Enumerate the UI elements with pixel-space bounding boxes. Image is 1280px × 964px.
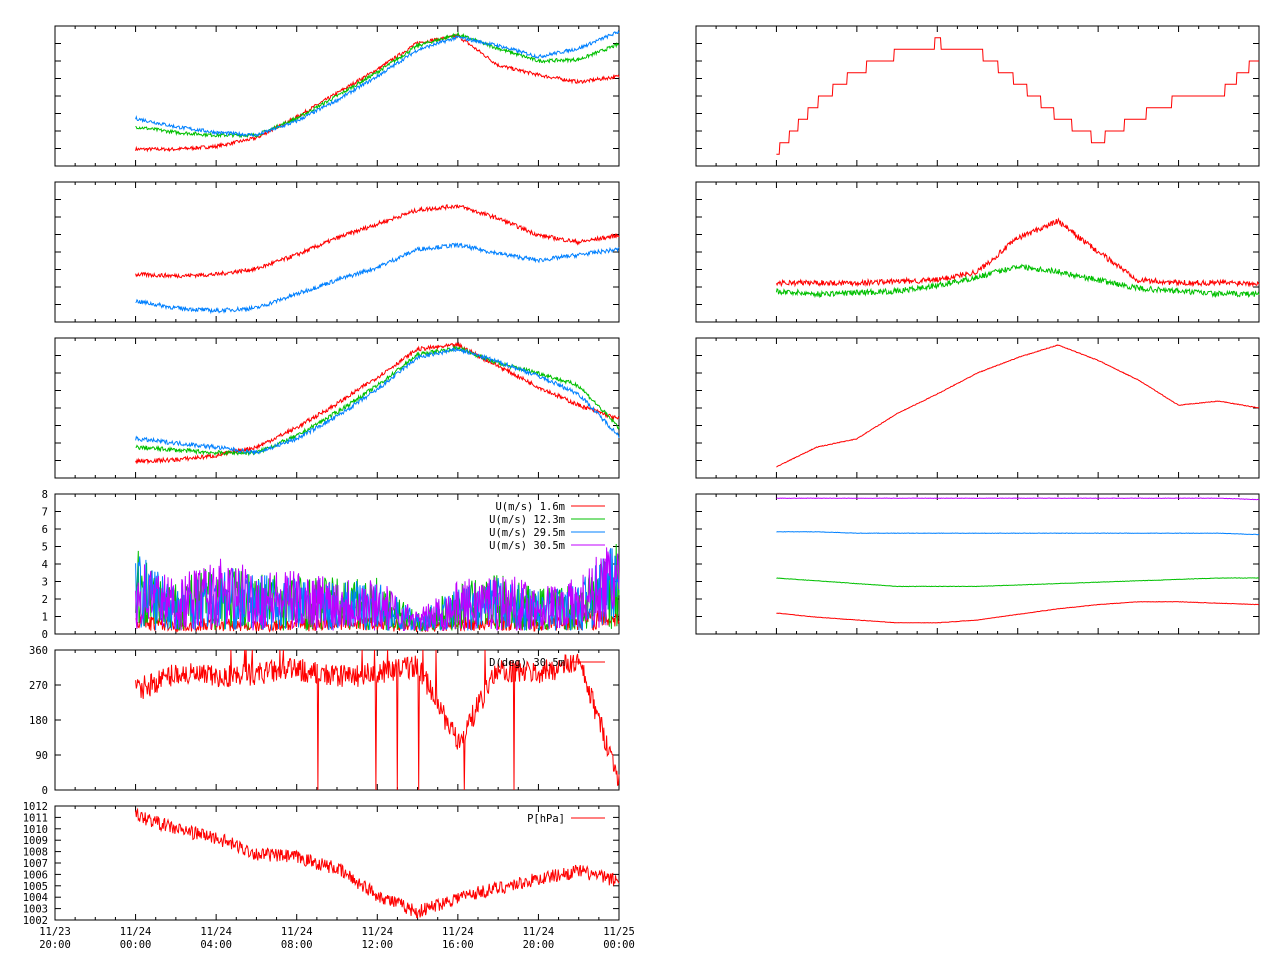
x-tick-label: 11/25 xyxy=(603,926,635,938)
y-tick-label: 1011 xyxy=(23,812,48,824)
panel-wind-dir: 0 90 180 270 360 D(deg) 30.5m xyxy=(29,645,620,797)
y-tick-label: 180 xyxy=(29,715,48,727)
x-tick-label: 11/24 xyxy=(523,926,555,938)
y-tick-label: 0 xyxy=(42,785,48,797)
legend-entry: U(m/s) 29.5m xyxy=(489,527,565,539)
y-tick-label: 1009 xyxy=(23,835,48,847)
legend-entry: U(m/s) 1.6m xyxy=(495,501,565,513)
x-tick-label: 12:00 xyxy=(361,939,393,951)
panel-wind-speed: 0 1 2 3 4 5 6 7 8 U(m/s) 1.6mU(m/s) 12.3mU(m/s) 2… xyxy=(42,489,620,641)
series-line-1 xyxy=(135,341,620,465)
series-line-2 xyxy=(775,263,1260,299)
series-line-2 xyxy=(135,242,620,315)
series-line-3 xyxy=(135,30,620,138)
panel-smooth-right xyxy=(695,337,1260,479)
series-line-1 xyxy=(776,37,1259,155)
series-line-3 xyxy=(135,346,620,455)
x-tick-label: 11/24 xyxy=(281,926,313,938)
y-tick-label: 1 xyxy=(42,612,48,624)
y-tick-label: 1003 xyxy=(23,904,48,916)
panel-temp-left xyxy=(54,25,620,167)
x-tick-label: 08:00 xyxy=(281,939,313,951)
plot-frame xyxy=(695,181,1260,323)
panel-radiation-right xyxy=(695,25,1260,167)
y-tick-label: 1002 xyxy=(23,915,48,927)
x-tick-label: 11/23 xyxy=(39,926,71,938)
panel-temp2-left xyxy=(54,337,620,479)
series-line-1 xyxy=(776,497,1260,501)
x-tick-label: 20:00 xyxy=(523,939,555,951)
x-tick-label: 11/24 xyxy=(120,926,152,938)
x-tick-label: 11/24 xyxy=(200,926,232,938)
panel-pressure: 1002100310041005100610071008100910101011… xyxy=(23,801,635,951)
y-tick-label: 0 xyxy=(42,629,48,641)
panel-hum-left xyxy=(54,181,620,323)
series-line-2 xyxy=(135,345,620,457)
x-tick-label: 20:00 xyxy=(39,939,71,951)
series-line-2 xyxy=(135,31,620,139)
series-line-3 xyxy=(135,548,620,632)
y-tick-label: 1008 xyxy=(23,847,48,859)
y-tick-label: 1010 xyxy=(23,824,48,836)
y-tick-label: 360 xyxy=(29,645,48,657)
series-line-1 xyxy=(135,649,620,791)
y-tick-label: 4 xyxy=(42,559,48,571)
y-tick-label: 5 xyxy=(42,542,48,554)
legend-entry: U(m/s) 12.3m xyxy=(489,514,565,526)
x-tick-label: 00:00 xyxy=(603,939,635,951)
series-line-1 xyxy=(776,344,1260,468)
series-line-1 xyxy=(135,807,620,919)
x-tick-label: 00:00 xyxy=(120,939,152,951)
series-line-3 xyxy=(776,577,1259,588)
y-tick-label: 1005 xyxy=(23,881,48,893)
y-tick-label: 270 xyxy=(29,680,48,692)
panel-levels-right xyxy=(695,493,1260,635)
legend-entry: U(m/s) 30.5m xyxy=(489,540,565,552)
series-line-2 xyxy=(776,531,1260,536)
y-tick-label: 1007 xyxy=(23,858,48,870)
legend-entry: D(deg) 30.5m xyxy=(489,657,565,669)
legend-entry: P[hPa] xyxy=(527,813,565,825)
y-tick-label: 1004 xyxy=(23,892,48,904)
series-line-4 xyxy=(776,601,1260,624)
series-line-1 xyxy=(135,33,620,153)
y-tick-label: 6 xyxy=(42,524,48,536)
y-tick-label: 1012 xyxy=(23,801,48,813)
y-tick-label: 90 xyxy=(35,750,48,762)
panel-turb-right xyxy=(695,181,1260,323)
plot-frame xyxy=(695,337,1260,479)
x-tick-label: 16:00 xyxy=(442,939,474,951)
x-tick-label: 04:00 xyxy=(200,939,232,951)
y-tick-label: 2 xyxy=(42,594,48,606)
series-line-1 xyxy=(775,217,1260,288)
plot-frame xyxy=(54,337,620,479)
y-tick-label: 7 xyxy=(42,507,48,519)
x-tick-label: 11/24 xyxy=(361,926,393,938)
y-tick-label: 3 xyxy=(42,577,48,589)
series-line-1 xyxy=(135,203,620,279)
series-line-4 xyxy=(135,547,620,632)
y-tick-label: 8 xyxy=(42,489,48,501)
x-tick-label: 11/24 xyxy=(442,926,474,938)
y-tick-label: 1006 xyxy=(23,869,48,881)
